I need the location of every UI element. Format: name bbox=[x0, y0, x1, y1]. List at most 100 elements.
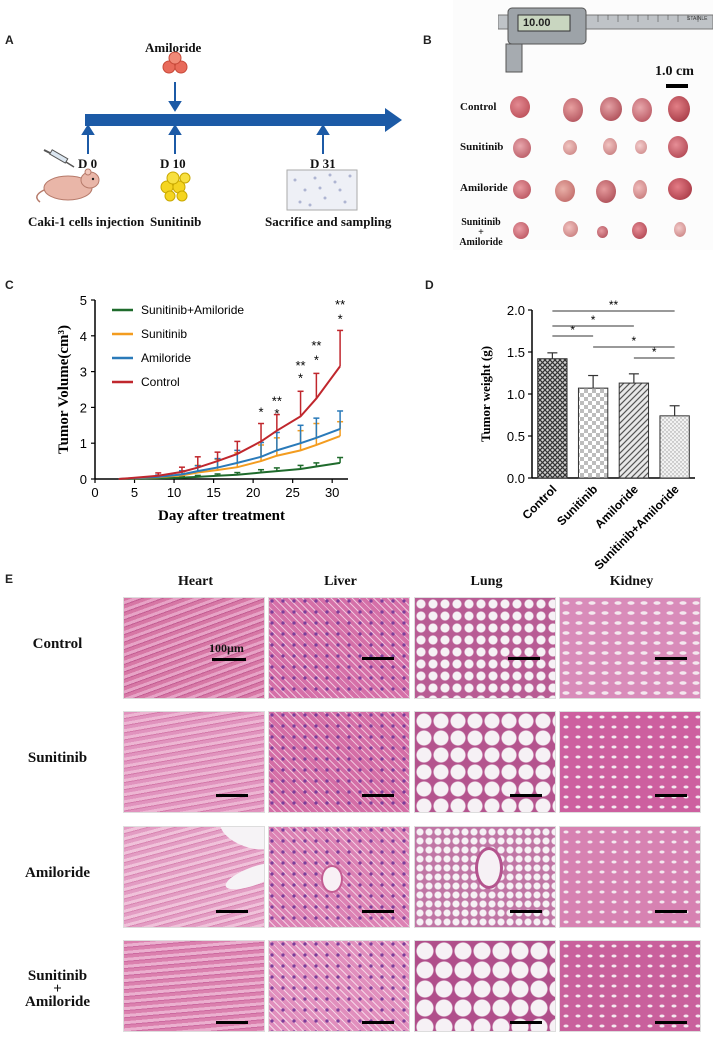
x-tick-label: 25 bbox=[285, 485, 299, 500]
scale-bar bbox=[216, 794, 248, 797]
panel-label-a: A bbox=[5, 33, 14, 47]
scale-bar bbox=[362, 794, 394, 797]
label-sunitinib-timeline: Sunitinib bbox=[150, 214, 202, 229]
caliper-brand: STAINLE bbox=[687, 16, 708, 22]
significance-star: ** bbox=[609, 298, 619, 312]
panel-label-b: B bbox=[423, 33, 432, 47]
histology-lung-combo bbox=[414, 940, 556, 1032]
ihc-thumbnail-image bbox=[286, 169, 358, 211]
timeline-diagram bbox=[36, 51, 402, 211]
column-label-heart: Heart bbox=[178, 574, 213, 589]
series-line bbox=[118, 427, 341, 480]
y-tick-label: 5 bbox=[80, 293, 87, 308]
y-tick-label: 3 bbox=[80, 365, 87, 380]
row-label-amiloride-b: Amiloride bbox=[460, 182, 508, 194]
syringe-icon bbox=[43, 149, 75, 168]
timeline-bar bbox=[85, 114, 385, 126]
label-sacrifice: Sacrifice and sampling bbox=[265, 214, 392, 229]
histology-kidney-sunitinib bbox=[559, 711, 701, 813]
scale-bar bbox=[362, 1021, 394, 1024]
y-axis-label: Tumor weight (g) bbox=[478, 346, 493, 442]
significance-star: * bbox=[314, 352, 319, 367]
row-label-sunitinib-e: Sunitinib bbox=[27, 750, 88, 766]
histology-heart-sunitinib bbox=[123, 711, 265, 813]
caliper-reading: 10.00 bbox=[523, 17, 551, 29]
legend-label: Sunitinib+Amiloride bbox=[141, 303, 244, 317]
row-label-control-b: Control bbox=[460, 101, 497, 113]
y-tick-label: 0.5 bbox=[507, 429, 525, 444]
legend-label: Amiloride bbox=[141, 351, 191, 365]
legend-label: Sunitinib bbox=[141, 327, 187, 341]
scale-bar bbox=[655, 794, 687, 797]
scale-bar bbox=[216, 910, 248, 913]
x-axis-label: Day after treatment bbox=[158, 508, 285, 524]
scale-bar bbox=[655, 910, 687, 913]
column-label-kidney: Kidney bbox=[609, 574, 654, 589]
column-label-liver: Liver bbox=[324, 574, 357, 589]
scale-bar bbox=[655, 657, 687, 660]
scale-bar bbox=[510, 1021, 542, 1024]
tumor-volume-chart: 0 1 2 3 4 5 0 5 10 15 20 25 30 Day after treatment Tum… bbox=[56, 293, 348, 524]
significance-star: * bbox=[632, 334, 637, 348]
significance-star: ** bbox=[311, 338, 321, 353]
significance-star: * bbox=[591, 313, 596, 327]
x-tick-label: 30 bbox=[325, 485, 339, 500]
label-d10: D 10 bbox=[160, 156, 186, 171]
scale-bar bbox=[212, 658, 246, 661]
x-tick-label: 5 bbox=[131, 485, 138, 500]
arrowhead-d10 bbox=[168, 124, 182, 135]
y-tick-label: 2 bbox=[80, 400, 87, 415]
y-tick-label: 1.5 bbox=[507, 345, 525, 360]
significance-star: * bbox=[570, 323, 575, 337]
scale-bar bbox=[655, 1021, 687, 1024]
timeline-arrowhead bbox=[385, 108, 402, 132]
x-tick-label: Control bbox=[519, 482, 559, 522]
scale-bar bbox=[216, 1021, 248, 1024]
panel-label-c: C bbox=[5, 278, 14, 292]
significance-star: * bbox=[298, 370, 303, 385]
legend-label: Control bbox=[141, 375, 180, 389]
x-tick-label: 15 bbox=[206, 485, 220, 500]
histology-liver-control bbox=[268, 597, 410, 699]
y-tick-label: 4 bbox=[80, 329, 87, 344]
row-label-combo-e: Sunitinib + Amiloride bbox=[25, 968, 90, 1010]
scale-bar bbox=[362, 910, 394, 913]
tumor-photo: 10.00 STAINLE 1.0 cm bbox=[453, 0, 713, 250]
x-tick-label: 0 bbox=[91, 485, 98, 500]
panel-label-d: D bbox=[425, 278, 434, 292]
scale-label-e: 100µm bbox=[209, 641, 244, 655]
significance-star: ** bbox=[272, 394, 282, 409]
significance-star: * bbox=[652, 345, 657, 359]
amiloride-pill-icon bbox=[162, 51, 188, 74]
significance-star: * bbox=[338, 311, 343, 326]
y-tick-label: 0.0 bbox=[507, 471, 525, 486]
series-line bbox=[118, 365, 341, 480]
label-amiloride: Amiloride bbox=[145, 40, 202, 55]
scale-label-b: 1.0 cm bbox=[655, 64, 694, 79]
sunitinib-pill-icon bbox=[160, 171, 191, 202]
scale-bar bbox=[508, 657, 540, 660]
mouse-icon bbox=[36, 168, 100, 203]
significance-star: * bbox=[274, 406, 279, 421]
scale-bar bbox=[510, 794, 542, 797]
significance-star: ** bbox=[296, 358, 306, 373]
y-tick-label: 2.0 bbox=[507, 303, 525, 318]
panel-label-e: E bbox=[5, 572, 14, 586]
arrowhead-amiloride bbox=[168, 101, 182, 112]
arrowhead-d31 bbox=[316, 124, 330, 135]
row-label-control-e: Control bbox=[32, 636, 83, 652]
y-axis-label: Tumor Volume(cm³) bbox=[56, 325, 72, 454]
histology-lung-sunitinib bbox=[414, 711, 556, 813]
caliper-image bbox=[498, 7, 713, 73]
bar bbox=[618, 382, 650, 479]
histology-lung-control bbox=[414, 597, 556, 699]
y-tick-label: 0 bbox=[80, 472, 87, 487]
scale-bar bbox=[510, 910, 542, 913]
histology-kidney-control bbox=[559, 597, 701, 699]
y-tick-label: 1 bbox=[80, 436, 87, 451]
histology-heart-control bbox=[123, 597, 265, 699]
bar bbox=[537, 358, 568, 479]
y-tick-label: 1.0 bbox=[507, 387, 525, 402]
label-injection: Caki-1 cells injection bbox=[28, 214, 145, 229]
